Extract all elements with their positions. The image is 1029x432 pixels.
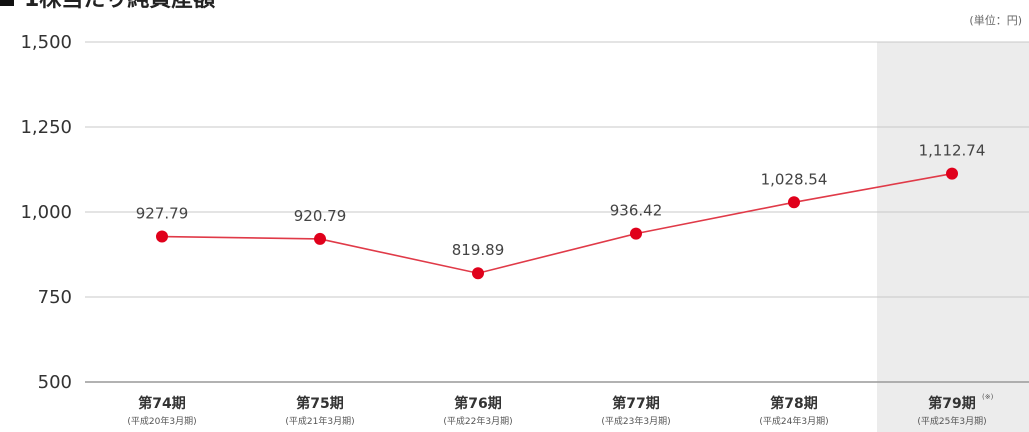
data-label: 936.42 xyxy=(610,202,663,220)
x-category-note-mark: (※) xyxy=(982,393,994,401)
chart-title: 1株当たり純資産額 xyxy=(24,0,215,12)
data-point xyxy=(630,227,642,240)
x-category-subtitle: (平成25年3月期) xyxy=(917,415,986,427)
title-square-icon xyxy=(0,0,14,6)
grid-lines xyxy=(85,41,1029,383)
x-category-subtitle: (平成24年3月期) xyxy=(759,415,828,427)
y-tick-label: 750 xyxy=(38,287,72,308)
data-label: 920.79 xyxy=(294,207,347,225)
data-label: 1,112.74 xyxy=(919,142,986,160)
y-tick-label: 1,250 xyxy=(20,117,72,138)
x-axis-categories: 第74期 (平成20年3月期) 第75期 (平成21年3月期) 第76期 (平成22年3月… xyxy=(127,393,993,427)
x-category-label: 第74期 xyxy=(138,395,185,412)
x-category-label: 第76期 xyxy=(454,395,501,412)
data-point xyxy=(156,230,168,243)
data-point xyxy=(472,267,484,280)
data-point xyxy=(314,232,326,245)
series-line xyxy=(161,172,953,275)
x-category-label: 第75期 xyxy=(296,395,343,412)
data-label: 927.79 xyxy=(136,205,189,223)
x-category-subtitle: (平成23年3月期) xyxy=(601,415,670,427)
y-tick-label: 1,500 xyxy=(20,32,72,53)
data-labels: 927.79 920.79 819.89 936.42 1,028.54 1,112.74 xyxy=(136,142,986,260)
x-category-subtitle: (平成22年3月期) xyxy=(443,415,512,427)
data-markers xyxy=(156,167,958,280)
highlight-column-background xyxy=(877,42,1029,432)
y-axis-ticks: 500 750 1,000 1,250 1,500 xyxy=(20,32,72,393)
data-point xyxy=(946,167,958,180)
y-tick-label: 1,000 xyxy=(20,202,72,223)
y-tick-label: 500 xyxy=(38,372,72,393)
x-category-subtitle: (平成20年3月期) xyxy=(127,415,196,427)
x-category-label: 第78期 xyxy=(770,395,817,412)
data-point xyxy=(788,196,800,209)
x-category-subtitle: (平成21年3月期) xyxy=(285,415,354,427)
unit-label: (単位：円) xyxy=(969,13,1022,27)
data-label: 819.89 xyxy=(452,241,505,259)
x-category-label: 第77期 xyxy=(612,395,659,412)
data-label: 1,028.54 xyxy=(761,170,828,188)
x-category-label: 第79期 xyxy=(928,395,975,412)
